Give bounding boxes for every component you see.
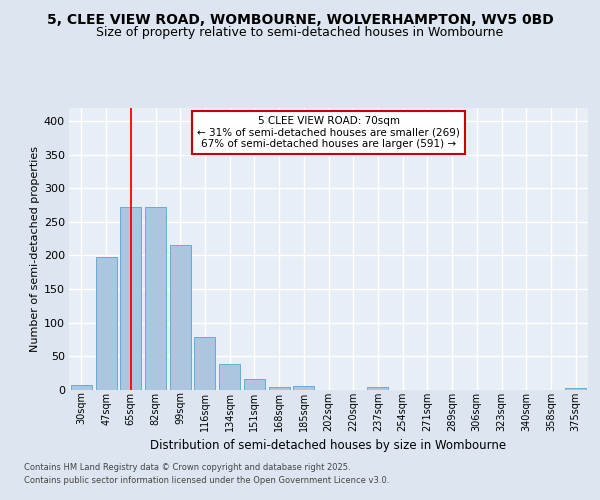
X-axis label: Distribution of semi-detached houses by size in Wombourne: Distribution of semi-detached houses by … <box>151 439 506 452</box>
Bar <box>194 337 215 390</box>
Text: Contains public sector information licensed under the Open Government Licence v3: Contains public sector information licen… <box>24 476 389 485</box>
Text: Contains HM Land Registry data © Crown copyright and database right 2025.: Contains HM Land Registry data © Crown c… <box>24 462 350 471</box>
Bar <box>145 207 166 390</box>
Text: 5 CLEE VIEW ROAD: 70sqm
← 31% of semi-detached houses are smaller (269)
67% of s: 5 CLEE VIEW ROAD: 70sqm ← 31% of semi-de… <box>197 116 460 149</box>
Text: 5, CLEE VIEW ROAD, WOMBOURNE, WOLVERHAMPTON, WV5 0BD: 5, CLEE VIEW ROAD, WOMBOURNE, WOLVERHAMP… <box>47 12 553 26</box>
Bar <box>293 386 314 390</box>
Bar <box>95 258 116 390</box>
Y-axis label: Number of semi-detached properties: Number of semi-detached properties <box>29 146 40 352</box>
Bar <box>71 384 92 390</box>
Bar <box>269 386 290 390</box>
Bar <box>565 388 586 390</box>
Bar <box>219 364 240 390</box>
Text: Size of property relative to semi-detached houses in Wombourne: Size of property relative to semi-detach… <box>97 26 503 39</box>
Bar <box>170 246 191 390</box>
Bar <box>367 388 388 390</box>
Bar <box>120 207 141 390</box>
Bar <box>244 379 265 390</box>
